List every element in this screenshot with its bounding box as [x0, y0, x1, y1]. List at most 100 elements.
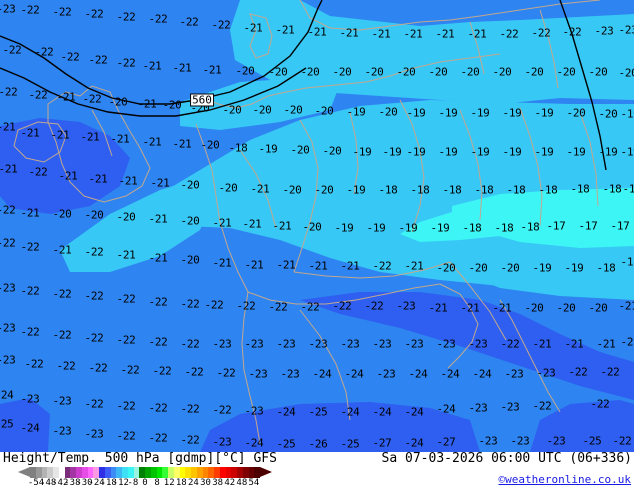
fill-cyan-light-britain — [60, 178, 215, 272]
scale-tick: 24 — [187, 478, 199, 488]
scale-swatch — [219, 467, 226, 478]
coast-france-west — [195, 123, 249, 293]
border-east-2 — [579, 111, 599, 207]
scale-swatch — [202, 467, 209, 478]
scale-swatches — [30, 467, 260, 478]
scale-tick: 18 — [175, 478, 187, 488]
coast-mediterranean — [439, 283, 479, 369]
color-scale: -54 -48 -42 -38 -30 -24 -18 -12 -8 0 8 12 18 24 30 38 42… — [18, 467, 272, 489]
scale-swatch — [127, 467, 134, 478]
border-scandinavia-inner — [469, 21, 485, 75]
scale-tick: -54 — [27, 478, 45, 488]
fill-blue-dark-westsea — [0, 118, 130, 214]
border-france-germany — [293, 119, 319, 273]
scale-swatch — [87, 467, 94, 478]
scale-swatch — [196, 467, 203, 478]
scale-swatch — [214, 467, 220, 478]
scale-tick: -42 — [52, 478, 69, 488]
map-footer: Height/Temp. 500 hPa [gdmp][°C] GFS Sa 0… — [0, 451, 634, 490]
scale-tick: 38 — [212, 478, 224, 488]
weather-map[interactable]: -23-22-22-22-22-22-22-22-21-21-21-21-21-… — [0, 0, 634, 452]
coast-north-spain — [247, 283, 441, 305]
coastline-layer — [13, 0, 601, 445]
scale-swatch — [93, 467, 99, 478]
scale-swatch — [35, 467, 42, 478]
scale-swatch — [139, 467, 145, 478]
border-britain-inner — [91, 109, 113, 157]
scale-swatch — [122, 467, 128, 478]
scale-swatch — [81, 467, 88, 478]
scale-swatch — [116, 467, 122, 478]
scale-tick: 54 — [248, 478, 260, 488]
border-germany-east — [399, 99, 425, 233]
scale-swatch — [150, 467, 157, 478]
scale-tick: -18 — [100, 478, 117, 488]
fill-blue-dark-south — [200, 402, 480, 452]
scale-tick: -24 — [88, 478, 105, 488]
scale-swatch — [76, 467, 82, 478]
temperature-fill-layer — [0, 0, 634, 452]
scale-swatch — [208, 467, 214, 478]
fill-blue-dark-southwest — [0, 398, 50, 452]
fill-blue-dark-iberia — [300, 292, 634, 400]
height-contour-label: 560 — [190, 93, 214, 107]
border-north-2 — [539, 9, 559, 89]
scale-tick: -12 — [112, 478, 129, 488]
scale-tick: 12 — [163, 478, 175, 488]
scale-tick-labels: -54 -48 -42 -38 -30 -24 -18 -12 -8 0 8 12 18 24 30 38 42… — [27, 478, 260, 489]
border-south-1 — [449, 261, 507, 341]
coast-iberia-west — [241, 291, 261, 445]
weatheronline-credit-link[interactable]: ©weatheronline.co.uk — [498, 473, 631, 486]
fill-cyan-bright-tail — [400, 212, 500, 242]
coast-ireland — [13, 121, 67, 163]
scale-swatch — [41, 467, 48, 478]
scale-swatch — [225, 467, 232, 478]
coast-scandinavia — [299, 0, 601, 31]
scale-swatch — [191, 467, 197, 478]
scale-swatch — [185, 467, 191, 478]
scale-swatch — [58, 467, 65, 478]
contour-560 — [0, 0, 323, 105]
scale-swatch — [133, 467, 140, 478]
fill-blue-dark-southeast — [530, 400, 634, 452]
map-title: Height/Temp. 500 hPa [gdmp][°C] GFS — [3, 451, 277, 466]
height-contour-layer — [0, 0, 607, 171]
scale-tick: 8 — [154, 478, 160, 488]
coast-north-sea — [199, 53, 501, 109]
coast-italy — [499, 299, 561, 413]
scale-tick: 42 — [224, 478, 236, 488]
scale-tick: -30 — [76, 478, 93, 488]
scale-arrow-right-icon — [260, 467, 272, 477]
scale-swatch — [248, 467, 255, 478]
border-alps — [293, 261, 451, 279]
scale-swatch — [104, 467, 111, 478]
scale-swatch — [168, 467, 174, 478]
scale-swatch — [162, 467, 168, 478]
scale-tick: -38 — [64, 478, 81, 488]
scale-swatch — [70, 467, 76, 478]
coast-great-britain — [47, 85, 151, 203]
scale-tick: 30 — [200, 478, 211, 488]
fill-cyan-light-north — [230, 0, 634, 104]
border-iberia-inner — [299, 309, 351, 421]
scale-swatch — [156, 467, 163, 478]
contour-east — [559, 0, 607, 171]
scale-swatch — [173, 467, 180, 478]
border-france-inner — [239, 149, 277, 229]
scale-tick: -8 — [127, 478, 139, 488]
scale-swatch — [99, 467, 105, 478]
contour-north — [0, 67, 307, 117]
scale-swatch — [237, 467, 243, 478]
scale-swatch — [47, 467, 53, 478]
scale-swatch — [145, 467, 151, 478]
scale-tick: 48 — [236, 478, 248, 488]
scale-swatch — [242, 467, 249, 478]
border-central-1 — [349, 111, 359, 195]
scale-tick: 0 — [142, 478, 148, 488]
scale-swatch — [231, 467, 237, 478]
fill-cyan-light-nw — [180, 78, 340, 130]
coast-denmark — [249, 13, 273, 59]
forecast-timestamp: Sa 07-03-2026 06:00 UTC (06+336) — [381, 451, 632, 466]
scale-swatch — [64, 467, 71, 478]
